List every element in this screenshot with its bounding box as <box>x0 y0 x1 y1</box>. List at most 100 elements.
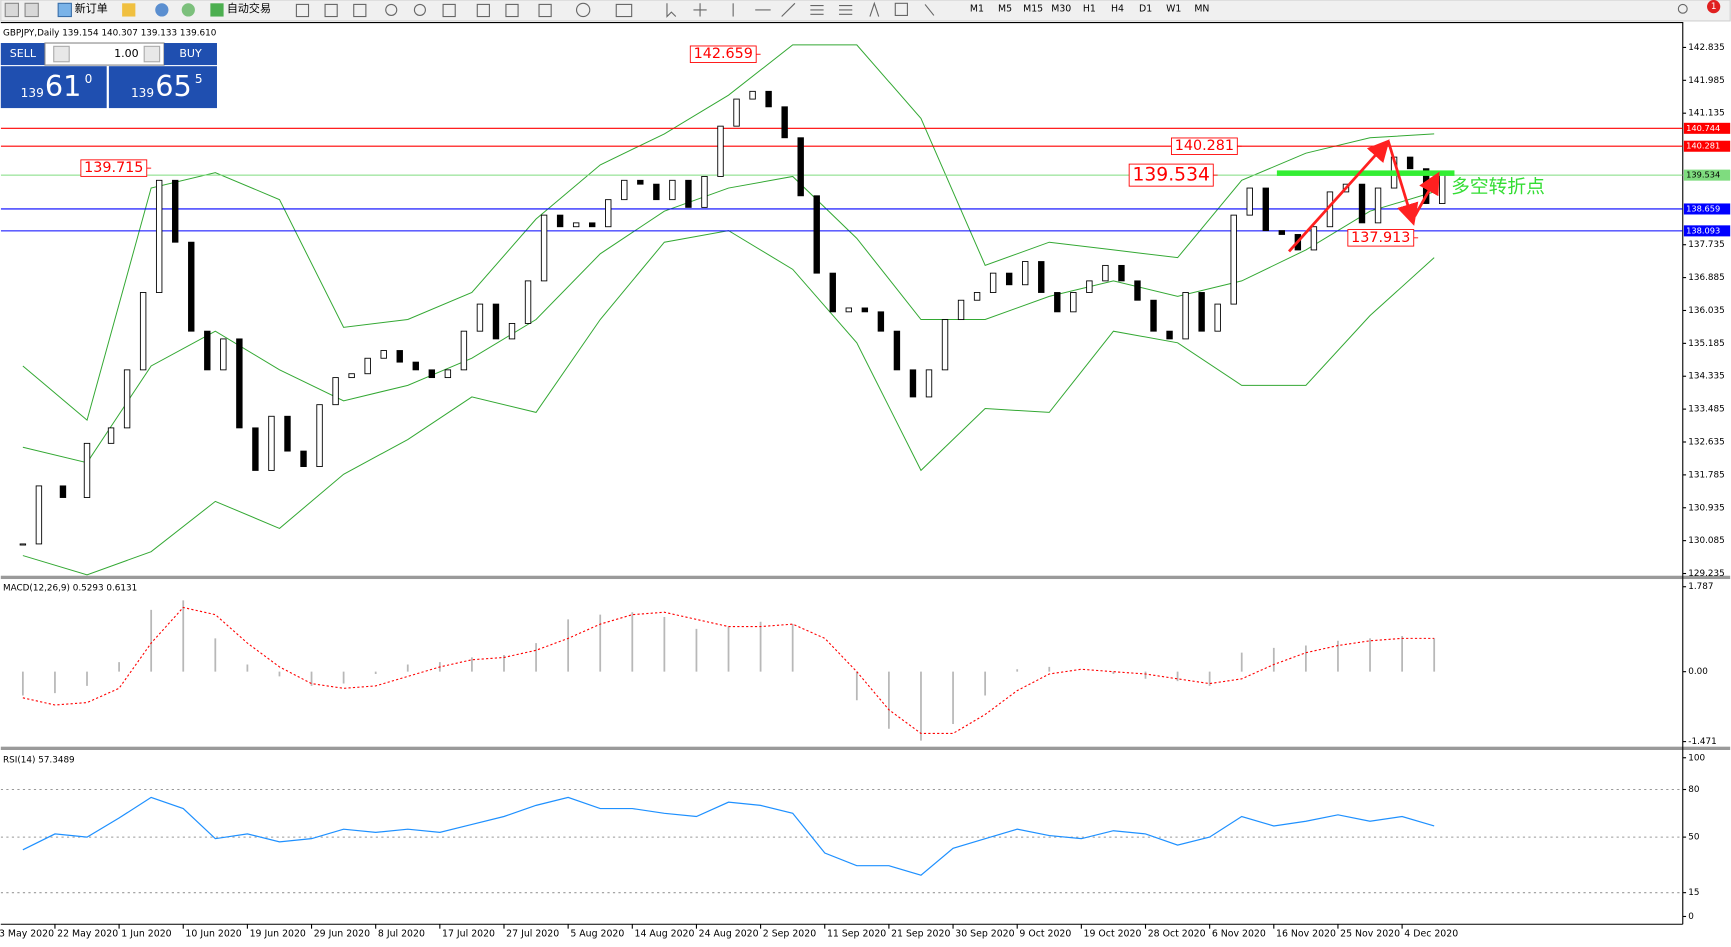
alert-badge[interactable] <box>1707 0 1721 14</box>
y-tick-label: 15 <box>1688 888 1699 898</box>
timeframe[interactable]: MN <box>1194 3 1209 14</box>
icon[interactable] <box>385 3 398 16</box>
bollinger-band <box>22 175 1435 464</box>
timeframe[interactable]: M5 <box>998 3 1012 14</box>
candle-body <box>220 338 227 371</box>
candle-body <box>476 303 484 332</box>
buy-button[interactable] <box>164 43 217 66</box>
ask-fraction: 5 <box>195 72 203 86</box>
candle-body <box>861 307 869 313</box>
up-arrow[interactable] <box>1413 171 1440 217</box>
price-annotation: 137.913 <box>1351 230 1410 246</box>
timeframe[interactable]: H1 <box>1083 3 1096 14</box>
icon[interactable] <box>810 4 824 15</box>
auto-trading[interactable]: 自动交易 <box>227 1 271 15</box>
timeframe[interactable]: D1 <box>1139 3 1152 14</box>
icon[interactable] <box>505 3 519 18</box>
candle-body <box>540 214 548 282</box>
icon[interactable] <box>666 3 677 18</box>
icon[interactable] <box>155 3 169 17</box>
icon[interactable] <box>781 2 796 17</box>
candle-body <box>332 377 339 406</box>
new-order[interactable]: 新订单 <box>75 1 108 15</box>
timeframe[interactable]: H4 <box>1111 3 1124 14</box>
candle-body <box>589 222 596 228</box>
icon[interactable] <box>839 4 853 15</box>
x-tick-label: 25 Nov 2020 <box>1340 929 1400 940</box>
y-tick-label: 137.735 <box>1688 240 1724 250</box>
level-price-label: 140.281 <box>1686 141 1720 151</box>
icon[interactable] <box>324 3 338 18</box>
candle-body <box>284 415 291 452</box>
candle-body <box>139 292 147 371</box>
panel-title: GBPJPY,Daily 139.154 140.307 139.133 139… <box>3 29 217 39</box>
search-icon[interactable] <box>1677 3 1688 14</box>
down-arrow[interactable] <box>1386 140 1419 226</box>
icon[interactable] <box>442 3 456 18</box>
lot-up[interactable] <box>143 45 161 63</box>
icon[interactable] <box>181 3 195 17</box>
x-tick-label: 11 Sep 2020 <box>827 929 886 940</box>
candle-body <box>364 357 371 375</box>
candle-body <box>107 427 115 444</box>
icon[interactable] <box>122 3 136 17</box>
bid-big-figure: 139 <box>21 86 44 100</box>
candle-body <box>1086 280 1093 293</box>
y-tick-label: 130.935 <box>1688 503 1724 513</box>
icon[interactable] <box>869 1 880 17</box>
panel-title: RSI(14) 57.3489 <box>3 755 75 765</box>
y-tick-label: -1.471 <box>1688 737 1716 747</box>
auto-trading-icon[interactable] <box>210 3 224 17</box>
candle-body <box>765 90 772 108</box>
panel-separator <box>0 575 1731 580</box>
icon[interactable] <box>295 3 310 18</box>
icon[interactable] <box>575 2 591 18</box>
timeframe[interactable]: M30 <box>1051 3 1071 14</box>
drawings <box>1276 139 1455 253</box>
x-tick-label: 19 Oct 2020 <box>1084 929 1142 940</box>
x-tick-label: 30 Sep 2020 <box>955 929 1014 940</box>
trade-panel: SELL 1.00 BUY 139 61 0 139 65 5 <box>0 42 217 109</box>
candle-body <box>428 369 436 379</box>
x-tick-label: 21 Sep 2020 <box>891 929 950 940</box>
icon[interactable] <box>413 3 426 16</box>
chart-note: 多空转折点 <box>1451 177 1545 198</box>
icon[interactable] <box>615 3 633 18</box>
icon[interactable] <box>24 2 39 18</box>
up-arrow[interactable] <box>1287 139 1390 253</box>
x-tick-label: 19 Jun 2020 <box>250 929 306 940</box>
level-price-tag <box>1683 140 1731 152</box>
timeframe[interactable]: M15 <box>1023 3 1043 14</box>
icon[interactable] <box>894 2 908 16</box>
icon[interactable] <box>4 2 20 18</box>
turning-line[interactable] <box>1276 170 1455 176</box>
new-order-icon[interactable] <box>57 2 72 18</box>
price-annotation: 139.534 <box>1132 165 1209 186</box>
buy-label[interactable]: BUY <box>179 47 202 60</box>
alert-count: 1 <box>1711 2 1717 12</box>
icon[interactable] <box>924 4 935 16</box>
sell-label[interactable]: SELL <box>10 47 37 60</box>
ask-box[interactable] <box>108 66 217 109</box>
candle-body <box>1214 303 1221 332</box>
panel-title: MACD(12,26,9) 0.5293 0.6131 <box>3 583 137 593</box>
timeframe[interactable]: W1 <box>1166 3 1181 14</box>
timeframe[interactable]: M1 <box>970 3 984 14</box>
candle-body <box>252 427 259 471</box>
chart-panel <box>21 600 1436 741</box>
bid-box[interactable] <box>0 66 107 109</box>
lot-down[interactable] <box>53 45 70 63</box>
sell-button[interactable] <box>0 43 45 66</box>
lot-value[interactable]: 1.00 <box>114 47 139 60</box>
icon[interactable] <box>538 3 552 18</box>
icon[interactable] <box>353 3 367 18</box>
icon[interactable] <box>693 3 707 17</box>
icon[interactable] <box>476 3 490 18</box>
y-tick-label: 0.00 <box>1688 667 1708 677</box>
candle-body <box>1166 330 1173 340</box>
candle-body <box>1150 299 1157 332</box>
y-tick-label: 134.335 <box>1688 372 1724 382</box>
y-tick-label: 136.885 <box>1688 273 1724 283</box>
